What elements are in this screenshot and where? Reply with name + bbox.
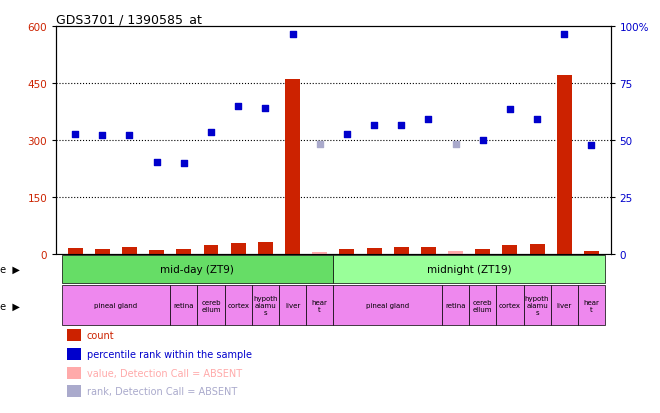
Bar: [231, 243, 246, 254]
Bar: [279, 286, 306, 325]
Bar: [306, 286, 333, 325]
Bar: [68, 248, 82, 254]
Text: count: count: [86, 330, 114, 341]
Bar: [61, 286, 170, 325]
Bar: [67, 330, 81, 342]
Bar: [530, 244, 544, 254]
Point: [450, 141, 461, 147]
Text: cortex: cortex: [227, 303, 249, 309]
Bar: [285, 80, 300, 254]
Bar: [203, 246, 218, 254]
Bar: [557, 76, 572, 254]
Bar: [149, 251, 164, 254]
Point: [369, 122, 380, 128]
Bar: [197, 286, 224, 325]
Bar: [421, 247, 436, 254]
Text: rank, Detection Call = ABSENT: rank, Detection Call = ABSENT: [86, 386, 237, 396]
Text: cortex: cortex: [499, 303, 521, 309]
Point: [287, 31, 298, 38]
Bar: [333, 286, 442, 325]
Point: [586, 143, 597, 150]
Text: hear
t: hear t: [583, 299, 599, 312]
Bar: [339, 249, 354, 254]
Bar: [469, 286, 496, 325]
Bar: [523, 286, 550, 325]
Point: [559, 31, 570, 38]
Point: [342, 131, 352, 138]
Text: value, Detection Call = ABSENT: value, Detection Call = ABSENT: [86, 368, 242, 378]
Point: [532, 116, 543, 123]
Text: midnight (ZT19): midnight (ZT19): [427, 264, 512, 275]
Point: [97, 132, 108, 139]
Bar: [312, 253, 327, 254]
Text: pineal gland: pineal gland: [94, 303, 137, 309]
Text: retina: retina: [446, 303, 466, 309]
Text: retina: retina: [174, 303, 194, 309]
Bar: [442, 286, 469, 325]
Bar: [394, 247, 409, 254]
Bar: [67, 367, 81, 379]
Bar: [475, 249, 490, 254]
Text: pineal gland: pineal gland: [366, 303, 409, 309]
Bar: [251, 286, 279, 325]
Text: tissue  ▶: tissue ▶: [0, 301, 20, 311]
Point: [233, 104, 244, 110]
Bar: [67, 348, 81, 360]
Text: cereb
ellum: cereb ellum: [201, 299, 220, 312]
Bar: [502, 246, 517, 254]
Text: mid-day (ZT9): mid-day (ZT9): [160, 264, 234, 275]
Bar: [122, 247, 137, 254]
Bar: [496, 286, 523, 325]
Bar: [333, 256, 605, 283]
Bar: [176, 250, 191, 254]
Bar: [366, 248, 381, 254]
Point: [179, 160, 189, 166]
Bar: [224, 286, 251, 325]
Point: [423, 116, 434, 123]
Text: liver: liver: [285, 303, 300, 309]
Text: time  ▶: time ▶: [0, 264, 20, 275]
Bar: [550, 286, 578, 325]
Point: [477, 137, 488, 144]
Text: liver: liver: [556, 303, 572, 309]
Bar: [578, 286, 605, 325]
Bar: [95, 249, 110, 254]
Text: percentile rank within the sample: percentile rank within the sample: [86, 349, 251, 359]
Text: hypoth
alamu
s: hypoth alamu s: [253, 296, 278, 316]
Text: GDS3701 / 1390585_at: GDS3701 / 1390585_at: [56, 13, 202, 26]
Point: [314, 141, 325, 147]
Bar: [258, 242, 273, 254]
Bar: [448, 251, 463, 254]
Point: [151, 159, 162, 166]
Bar: [584, 251, 599, 254]
Point: [260, 105, 271, 112]
Point: [70, 131, 81, 138]
Text: hypoth
alamu
s: hypoth alamu s: [525, 296, 549, 316]
Point: [505, 107, 515, 114]
Bar: [61, 256, 333, 283]
Text: hear
t: hear t: [312, 299, 327, 312]
Point: [124, 133, 135, 139]
Bar: [56, 254, 611, 356]
Text: cereb
ellum: cereb ellum: [473, 299, 492, 312]
Point: [206, 130, 216, 136]
Point: [396, 122, 407, 128]
Bar: [170, 286, 197, 325]
Bar: [67, 385, 81, 397]
